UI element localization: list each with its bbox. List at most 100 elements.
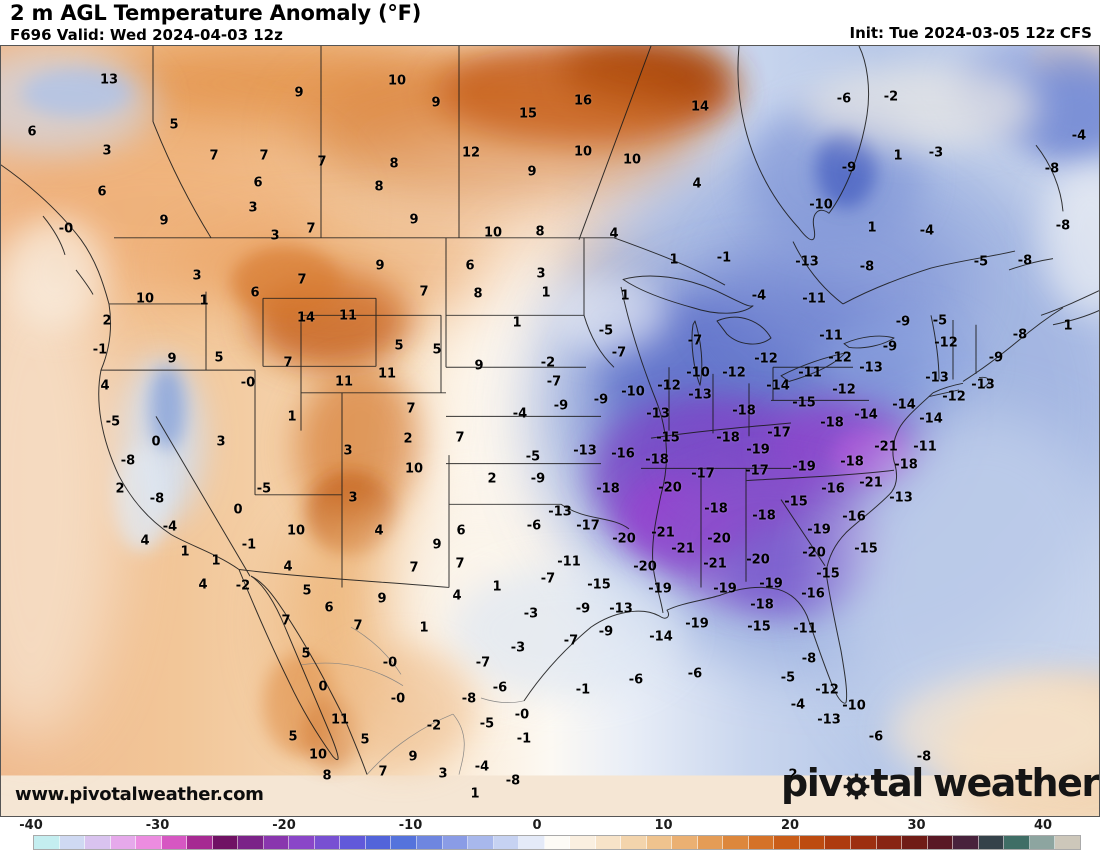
anomaly-value-label: -9: [530, 471, 546, 487]
anomaly-value-label: -21: [874, 439, 898, 455]
init-time-label: Init: Tue 2024-03-05 12z CFS: [849, 24, 1092, 42]
anomaly-value-label: -18: [732, 403, 756, 419]
logo-text-piv: piv: [781, 761, 843, 805]
anomaly-value-label: 1: [211, 553, 221, 569]
colorbar-tick: 10: [654, 818, 673, 833]
anomaly-value-label: -14: [854, 407, 878, 423]
anomaly-value-label: -17: [691, 466, 715, 482]
anomaly-value-label: -18: [704, 501, 728, 517]
anomaly-value-label: -13: [925, 370, 949, 386]
anomaly-value-label: -19: [746, 442, 770, 458]
colorbar-segment: [442, 836, 469, 849]
anomaly-value-label: 1: [669, 252, 679, 268]
colorbar-segment: [1004, 836, 1030, 849]
anomaly-value-label: -13: [688, 387, 712, 403]
anomaly-map[interactable]: 13 9 6 5 3 7 7 7 6 6 3 9 7 3 -0 3 7 10 6 1 10 9 16 15 14 12 10 10 8 9…: [0, 45, 1100, 817]
logo-text-weather: weather: [932, 761, 1099, 805]
colorbar-segment: [416, 836, 443, 849]
anomaly-value-label: -5: [932, 313, 948, 329]
anomaly-value-label: -13: [889, 490, 913, 506]
anomaly-value-label: -8: [149, 491, 165, 507]
anomaly-value-label: -9: [882, 339, 898, 355]
anomaly-value-label: -2: [235, 578, 251, 594]
colorbar-segment: [519, 836, 545, 849]
colorbar-tick-labels: -40 -30 -20 -10 0 10 20 30 40: [0, 817, 1100, 835]
anomaly-value-label: -4: [790, 697, 806, 713]
anomaly-value-label: -5: [525, 449, 541, 465]
colorbar-segment: [748, 836, 775, 849]
anomaly-value-label: 3: [536, 266, 546, 282]
anomaly-value-label: 0: [233, 502, 243, 518]
anomaly-value-label: -14: [766, 378, 790, 394]
colorbar-tick: 30: [907, 818, 926, 833]
anomaly-value-label: -10: [809, 197, 833, 213]
anomaly-value-label: 10: [387, 73, 407, 89]
anomaly-value-label: -13: [609, 601, 633, 617]
anomaly-value-label: 13: [99, 72, 119, 88]
anomaly-value-label: 2: [102, 313, 112, 329]
anomaly-value-label: -8: [1012, 327, 1028, 343]
anomaly-value-label: 3: [438, 766, 448, 782]
anomaly-value-label: -2: [426, 718, 442, 734]
colorbar-segment: [1029, 836, 1056, 849]
anomaly-value-label: -14: [919, 411, 943, 427]
anomaly-value-label: -7: [546, 374, 562, 390]
colorbar-tick: -30: [145, 818, 170, 833]
anomaly-value-label: 5: [432, 342, 442, 358]
anomaly-value-label: 6: [250, 285, 260, 301]
anomaly-labels-layer: 13 9 6 5 3 7 7 7 6 6 3 9 7 3 -0 3 7 10 6 1 10 9 16 15 14 12 10 10 8 9…: [1, 46, 1099, 816]
colorbar-segment: [544, 836, 571, 849]
colorbar-segment: [927, 836, 954, 849]
anomaly-value-label: 6: [97, 184, 107, 200]
anomaly-value-label: 14: [296, 310, 316, 326]
watermark-url: www.pivotalweather.com: [15, 784, 264, 805]
anomaly-value-label: -16: [842, 509, 866, 525]
anomaly-value-label: -0: [382, 655, 398, 671]
colorbar-segment: [110, 836, 137, 849]
colorbar-segment: [85, 836, 111, 849]
colorbar-segment: [289, 836, 315, 849]
anomaly-value-label: -3: [523, 606, 539, 622]
anomaly-value-label: 0: [151, 434, 161, 450]
anomaly-value-label: 8: [473, 286, 483, 302]
mexico-state-borders: [300, 626, 525, 775]
anomaly-value-label: 4: [692, 176, 702, 192]
anomaly-value-label: -14: [892, 397, 916, 413]
anomaly-value-label: -17: [745, 463, 769, 479]
anomaly-value-label: 7: [455, 556, 465, 572]
colorbar-segment: [570, 836, 596, 849]
anomaly-value-label: -16: [611, 446, 635, 462]
anomaly-value-label: -0: [240, 375, 256, 391]
anomaly-value-label: 1: [867, 220, 877, 236]
anomaly-value-label: 10: [404, 461, 424, 477]
anomaly-value-label: -4: [162, 519, 178, 535]
anomaly-value-label: 3: [216, 434, 226, 450]
anomaly-value-label: -20: [633, 559, 657, 575]
anomaly-value-label: -12: [754, 351, 778, 367]
anomaly-value-label: 8: [374, 179, 384, 195]
anomaly-value-label: 11: [377, 366, 397, 382]
anomaly-value-label: -13: [573, 443, 597, 459]
anomaly-value-label: 1: [199, 293, 209, 309]
anomaly-value-label: 7: [409, 560, 419, 576]
anomaly-value-label: -15: [784, 494, 808, 510]
colorbar-tick: 0: [532, 818, 542, 833]
anomaly-value-label: 9: [474, 358, 484, 374]
anomaly-value-label: -1: [516, 731, 532, 747]
anomaly-value-label: -9: [575, 601, 591, 617]
anomaly-value-label: -12: [934, 335, 958, 351]
anomaly-value-label: -17: [767, 425, 791, 441]
anomaly-value-label: -3: [928, 145, 944, 161]
anomaly-value-label: -6: [526, 518, 542, 534]
anomaly-value-label: -11: [793, 621, 817, 637]
anomaly-value-label: 16: [573, 93, 593, 109]
colorbar-segment: [187, 836, 213, 849]
anomaly-value-label: -19: [807, 522, 831, 538]
anomaly-value-label: 5: [302, 583, 312, 599]
anomaly-value-label: -11: [913, 439, 937, 455]
anomaly-value-label: 6: [27, 124, 37, 140]
anomaly-value-label: 11: [330, 712, 350, 728]
anomaly-value-label: -6: [836, 91, 852, 107]
anomaly-value-label: 1: [541, 285, 551, 301]
colorbar-segment: [953, 836, 979, 849]
